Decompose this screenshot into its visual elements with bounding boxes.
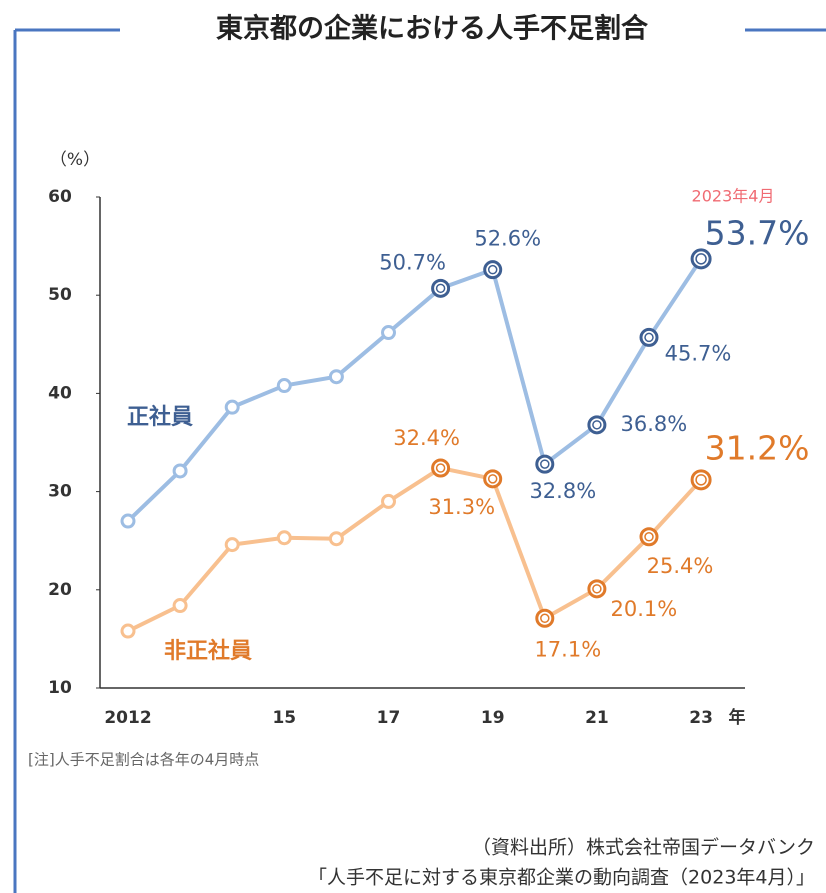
point-inner <box>592 420 602 430</box>
data-label: 25.4% <box>647 554 714 578</box>
point <box>224 537 240 553</box>
x-axis-unit: 年 <box>729 707 746 728</box>
chart-title: 東京都の企業における人手不足割合 <box>216 13 648 45</box>
data-label: 36.8% <box>621 412 688 436</box>
x-tick-label: 15 <box>272 708 296 728</box>
data-label: 32.8% <box>529 479 596 503</box>
point-inner <box>695 474 707 486</box>
point-inner <box>644 532 654 542</box>
series-name: 非正社員 <box>164 638 252 664</box>
y-axis-label: （%） <box>50 150 100 170</box>
point-inner <box>695 253 707 265</box>
series-line <box>127 466 703 633</box>
point-inner <box>435 283 446 294</box>
series-line <box>126 257 703 523</box>
source: （資料出所）株式会社帝国データバンク <box>472 837 815 859</box>
point-inner <box>644 332 654 343</box>
point <box>276 378 292 394</box>
point <box>120 623 136 639</box>
point <box>172 463 188 479</box>
data-label: 20.1% <box>611 597 678 621</box>
y-tick-label: 40 <box>48 383 72 403</box>
x-tick-label: 17 <box>377 708 401 728</box>
y-tick-label: 60 <box>48 187 72 207</box>
data-label: 32.4% <box>393 426 460 450</box>
point-inner <box>540 459 550 469</box>
y-tick-label: 50 <box>48 285 72 305</box>
point-inner <box>487 264 498 275</box>
data-label: 53.7% <box>705 213 810 252</box>
point <box>381 325 396 341</box>
point <box>276 530 292 546</box>
x-tick-label: 2012 <box>104 708 151 728</box>
point-inner <box>592 584 602 594</box>
source: 「人手不足に対する東京都企業の動向調査（2023年4月）」 <box>308 867 815 889</box>
data-label: 45.7% <box>665 341 732 365</box>
series-name: 正社員 <box>127 404 193 430</box>
point-inner <box>435 463 446 473</box>
point <box>381 493 396 509</box>
x-tick-label: 21 <box>585 708 609 728</box>
x-tick-label: 23 <box>689 708 713 728</box>
y-tick-label: 30 <box>48 482 72 502</box>
point-inner <box>487 474 498 484</box>
point <box>172 598 188 614</box>
data-label: 31.2% <box>705 428 810 467</box>
data-label: 50.7% <box>379 250 446 274</box>
point <box>328 531 344 547</box>
x-tick-label: 19 <box>481 708 505 728</box>
point <box>224 399 240 415</box>
data-label: 17.1% <box>534 637 601 661</box>
frame <box>13 28 826 893</box>
point-inner <box>540 613 550 624</box>
point <box>120 513 136 529</box>
data-label: 52.6% <box>474 227 541 251</box>
annotation: 2023年4月 <box>692 187 775 206</box>
point <box>328 369 344 385</box>
y-tick-label: 10 <box>48 678 72 698</box>
y-tick-label: 20 <box>48 580 72 600</box>
data-label: 31.3% <box>428 495 495 519</box>
note: [注]人手不足割合は各年の4月時点 <box>28 751 259 769</box>
